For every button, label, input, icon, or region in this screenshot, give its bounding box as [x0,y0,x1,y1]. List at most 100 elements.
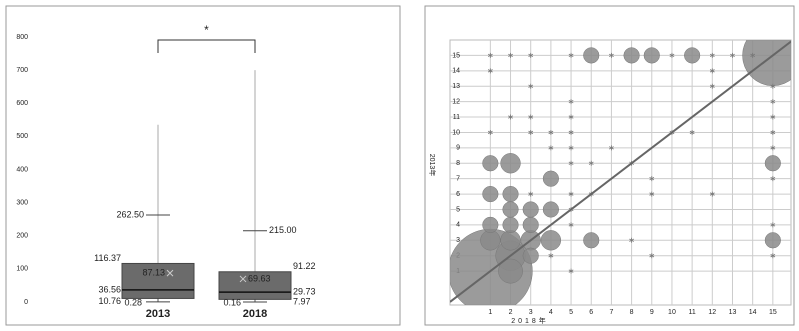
whisker-low-label: 0.16 [223,297,241,307]
q3-label: 91.22 [293,261,316,271]
y-tick-label: 7 [456,176,460,183]
asterisk-point [568,99,574,105]
bubble [500,153,521,174]
asterisk-point [568,129,574,135]
asterisk-point [629,237,635,243]
whisker-high-label: 262.50 [116,209,144,219]
y-tick-label: 400 [16,166,28,173]
y-tick-label: 9 [456,145,460,152]
asterisk-point [528,129,534,135]
plot-frame [449,39,792,306]
box [218,271,292,300]
x-tick-label: 7 [609,309,613,316]
left-panel [5,5,401,326]
asterisk-point [528,83,534,89]
bubble [764,232,781,249]
whisker-low-label: 0.28 [124,297,142,307]
asterisk-point [609,52,614,58]
asterisk-point [508,114,513,120]
mean-label: 87.13 [142,268,165,278]
asterisk-point [689,129,695,135]
bubble [540,230,562,251]
y-axis-label: 2013年 [428,154,437,177]
x-tick-label: 2013 [146,308,170,320]
y-tick-label: 5 [456,206,460,213]
bubble [498,258,523,284]
asterisk-point [709,68,715,74]
y-tick-label: 14 [452,68,460,75]
asterisk-point [568,52,574,58]
asterisk-point [770,145,776,151]
asterisk-point [649,176,655,182]
y-tick-label: 3 [456,237,460,244]
y-tick-label: 200 [16,233,28,240]
asterisk-point [770,176,776,182]
asterisk-point [770,222,776,228]
bubble [502,216,519,233]
bubble [482,216,499,233]
x-tick-label: 8 [630,309,634,316]
asterisk-point [709,83,715,89]
x-tick-label: 3 [529,309,533,316]
y-tick-label: 12 [452,98,460,105]
asterisk-point [528,52,534,58]
asterisk-point [568,191,574,197]
bubble [482,185,499,203]
asterisk-point [568,268,574,274]
asterisk-point [528,191,534,197]
asterisk-point [649,191,655,197]
mean-marker [239,275,247,283]
asterisk-point [609,145,614,151]
asterisk-point [548,129,554,135]
bubble [500,230,521,251]
y-tick-label: 0 [24,299,28,306]
asterisk-point [568,145,574,151]
x-tick-label: 5 [569,309,573,316]
x-tick-label: 2018 [243,308,267,320]
bubble [742,40,791,86]
bubble [522,216,539,233]
asterisk-point [548,145,554,151]
asterisk-point [568,114,574,120]
significance-label: * [204,23,209,37]
asterisk-point [528,114,534,120]
bubble [482,155,499,172]
bubble [583,47,600,64]
x-tick-label: 10 [668,309,676,316]
asterisk-point [770,99,776,105]
bubble [502,185,519,203]
y-tick-label: 800 [16,34,28,41]
asterisk-point [487,129,493,135]
y-tick-label: 100 [16,266,28,273]
bubble [502,201,519,218]
q1-label: 7.97 [293,297,311,307]
asterisk-point [568,222,574,228]
y-tick-label: 700 [16,67,28,74]
bubble [522,201,539,218]
asterisk-point [730,52,735,58]
bubble [643,47,660,64]
y-tick-label: 15 [452,52,460,59]
significance-bracket [157,39,256,53]
x-tick-label: 1 [488,309,492,316]
y-tick-label: 4 [456,222,460,229]
x-tick-label: 9 [650,309,654,316]
x-tick-label: 15 [769,309,777,316]
x-tick-label: 4 [549,309,553,316]
asterisk-point [548,253,554,259]
x-tick-label: 13 [729,309,737,316]
y-tick-label: 6 [456,191,460,198]
asterisk-point [770,253,776,259]
bubble [684,47,701,64]
asterisk-point [588,160,594,166]
x-tick-label: 11 [688,309,695,316]
y-tick-label: 11 [453,114,460,121]
diagonal-line [450,40,791,303]
asterisk-point [709,52,715,58]
asterisk-point [709,191,715,197]
x-tick-label: 2 [509,309,513,316]
asterisk-point [487,52,493,58]
bubble [583,232,600,249]
asterisk-point [770,129,776,135]
